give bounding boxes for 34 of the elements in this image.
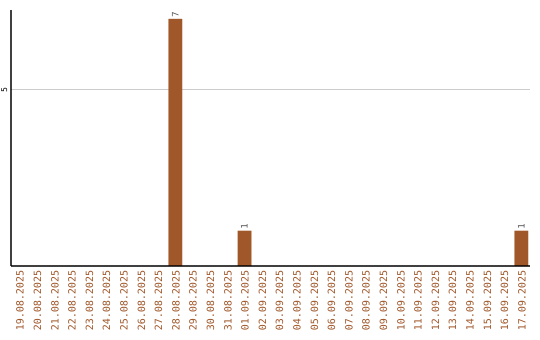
data-label: 1 bbox=[517, 223, 528, 229]
x-tick-label: 24.08.2025 bbox=[102, 270, 114, 330]
x-tick-label: 31.08.2025 bbox=[223, 270, 234, 330]
x-tick-label: 17.09.2025 bbox=[517, 270, 528, 330]
x-tick-label: 11.09.2025 bbox=[414, 270, 425, 330]
x-tick-label: 30.08.2025 bbox=[206, 270, 217, 330]
x-tick-label: 06.09.2025 bbox=[327, 270, 338, 330]
x-tick-label: 22.08.2025 bbox=[68, 270, 79, 330]
x-tick-label: 08.09.2025 bbox=[362, 270, 373, 330]
x-tick-label: 14.09.2025 bbox=[465, 270, 476, 330]
x-tick-label: 19.08.2025 bbox=[16, 270, 27, 330]
x-tick-label: 25.08.2025 bbox=[119, 270, 130, 330]
x-tick-label: 20.08.2025 bbox=[32, 270, 44, 330]
x-tick-label: 01.09.2025 bbox=[240, 270, 252, 330]
x-tick-label: 05.09.2025 bbox=[310, 270, 321, 330]
x-tick-label: 23.08.2025 bbox=[84, 270, 96, 330]
x-tick-label: 21.08.2025 bbox=[50, 270, 62, 330]
x-tick-label: 03.09.2025 bbox=[275, 270, 286, 330]
x-tick-label: 28.08.2025 bbox=[171, 270, 182, 330]
y-tick-label: 5 bbox=[0, 86, 9, 92]
x-tick-label: 07.09.2025 bbox=[344, 270, 356, 330]
x-tick-label: 02.09.2025 bbox=[258, 270, 269, 330]
x-tick-label: 27.08.2025 bbox=[154, 270, 166, 330]
x-tick-label: 13.09.2025 bbox=[448, 270, 460, 330]
x-tick-label: 16.09.2025 bbox=[500, 270, 512, 330]
x-tick-label: 26.08.2025 bbox=[136, 270, 148, 330]
data-label: 7 bbox=[171, 11, 182, 17]
x-tick-label: 10.09.2025 bbox=[396, 270, 408, 330]
x-tick-label: 09.09.2025 bbox=[378, 270, 390, 330]
data-label: 1 bbox=[240, 223, 251, 229]
x-tick-label: 29.08.2025 bbox=[188, 270, 200, 330]
x-tick-label: 15.09.2025 bbox=[482, 270, 494, 330]
x-tick-label: 12.09.2025 bbox=[430, 270, 442, 330]
x-tick-label: 04.09.2025 bbox=[292, 270, 304, 330]
